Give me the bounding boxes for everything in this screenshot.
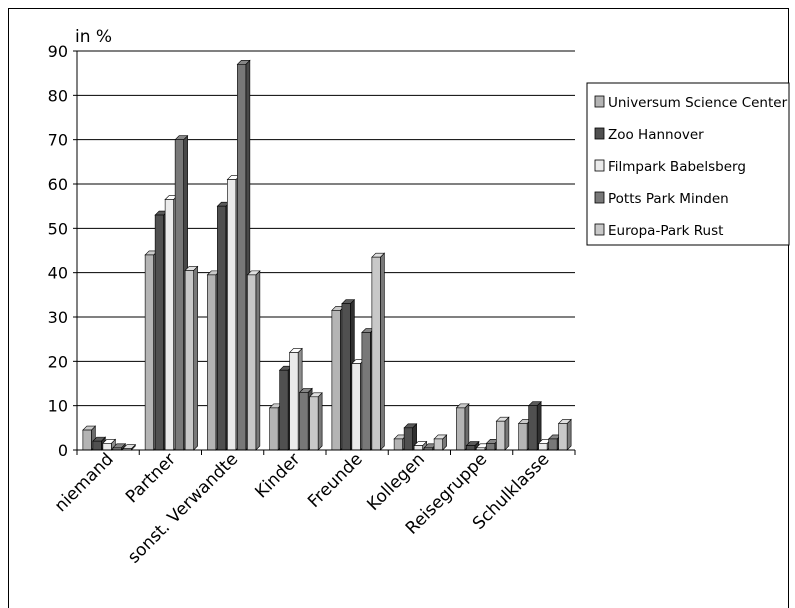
bar xyxy=(92,436,107,451)
y-tick-label: 10 xyxy=(48,397,68,416)
legend-item: Zoo Hannover xyxy=(594,127,704,143)
chart-frame xyxy=(8,8,789,608)
x-tick-label: sonst. Verwandte xyxy=(124,449,242,567)
legend-item: Universum Science Center xyxy=(594,95,788,111)
bar xyxy=(495,416,510,451)
y-tick-label: 80 xyxy=(48,86,68,105)
y-axis-unit-label: in % xyxy=(75,27,112,47)
legend-item: Filmpark Babelsberg xyxy=(594,159,746,175)
x-tick-label: Kollegen xyxy=(363,449,429,515)
legend-swatch xyxy=(594,223,605,236)
legend-swatch xyxy=(594,95,605,108)
bar xyxy=(122,443,137,451)
y-tick-label: 50 xyxy=(48,219,68,238)
bar xyxy=(455,403,470,451)
x-tick-label: Kinder xyxy=(251,449,304,502)
x-tick-label: Partner xyxy=(122,449,180,507)
legend-swatch xyxy=(594,159,605,172)
y-tick-label: 60 xyxy=(48,175,68,194)
bar xyxy=(308,392,323,451)
bar xyxy=(246,270,261,451)
legend: Universum Science Center Zoo Hannover Film… xyxy=(586,82,790,246)
legend-label: Universum Science Center xyxy=(608,95,788,111)
bar xyxy=(557,418,572,451)
legend-swatch xyxy=(594,191,605,204)
y-tick-label: 90 xyxy=(48,42,68,61)
bar xyxy=(433,434,448,451)
legend-swatch xyxy=(594,127,605,140)
y-tick-label: 0 xyxy=(58,441,68,460)
legend-label: Filmpark Babelsberg xyxy=(608,159,746,175)
legend-item: Potts Park Minden xyxy=(594,191,729,207)
bar xyxy=(82,425,97,451)
y-tick-label: 40 xyxy=(48,264,68,283)
x-tick-label: Freunde xyxy=(304,449,367,512)
legend-item: Europa-Park Rust xyxy=(594,223,723,239)
legend-label: Potts Park Minden xyxy=(608,191,729,207)
legend-label: Zoo Hannover xyxy=(608,127,704,143)
y-tick-label: 70 xyxy=(48,131,68,150)
bars-layer xyxy=(82,59,572,451)
bar xyxy=(465,440,480,451)
bar xyxy=(184,265,199,451)
bar xyxy=(403,423,418,451)
y-tick-label: 30 xyxy=(48,308,68,327)
bar xyxy=(371,252,386,451)
legend-box xyxy=(586,82,790,246)
y-tick-label: 20 xyxy=(48,352,68,371)
legend-label: Europa-Park Rust xyxy=(608,223,723,239)
